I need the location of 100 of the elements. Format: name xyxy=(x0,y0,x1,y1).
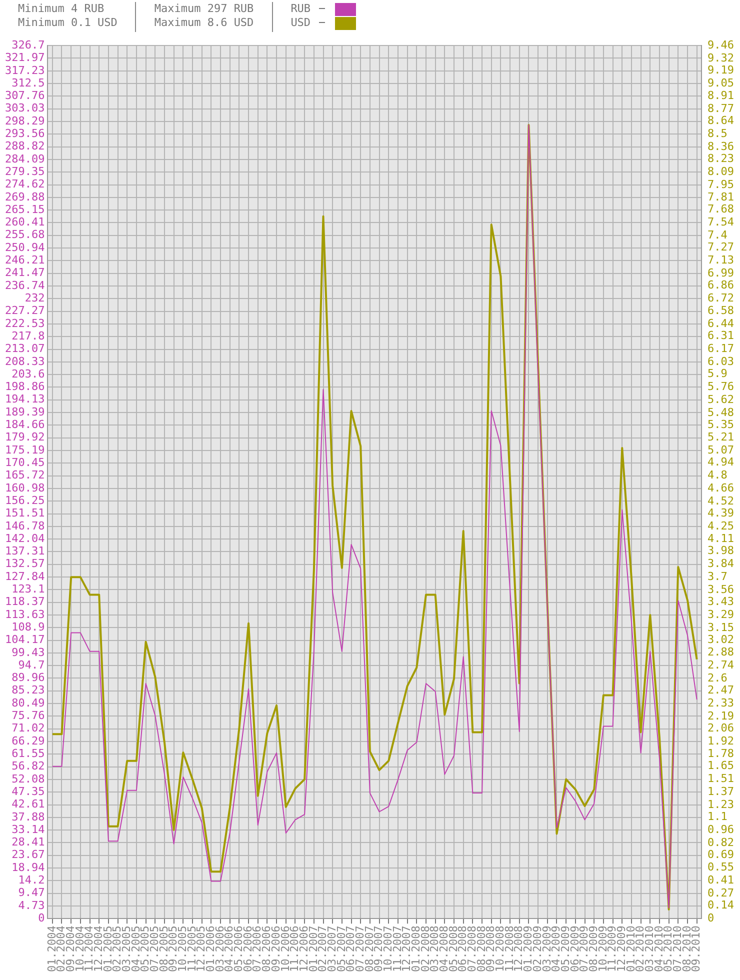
y2-tick-label: 6.86 xyxy=(708,278,734,292)
y-tick-label: 250.94 xyxy=(4,240,46,254)
x-tick-label: 12.2009 xyxy=(614,926,628,972)
y2-tick-label: 5.21 xyxy=(708,430,734,444)
y-tick-label: 66.29 xyxy=(12,734,45,748)
y2-tick-label: 9.05 xyxy=(708,76,734,90)
y-tick-label: 99.43 xyxy=(12,646,45,659)
y-tick-label: 123.1 xyxy=(12,582,45,596)
x-tick-label: 12.2004 xyxy=(92,925,105,972)
y-tick-label: 326.7 xyxy=(12,38,45,52)
y-tick-label: 47.35 xyxy=(12,784,45,798)
y2-tick-label: 0.69 xyxy=(708,848,734,861)
y2-tick-label: 8.09 xyxy=(708,164,734,178)
y-tick-label: 274.62 xyxy=(4,178,45,191)
legend-label: USD xyxy=(290,16,325,30)
y-tick-label: 127.84 xyxy=(4,570,46,583)
y-tick-label: 321.97 xyxy=(4,51,45,64)
y2-tick-label: 8.77 xyxy=(708,102,734,116)
y2-tick-label: 9.46 xyxy=(708,38,734,52)
y2-tick-label: 9.32 xyxy=(708,51,734,64)
y2-tick-label: 0 xyxy=(708,912,714,924)
y-tick-label: 194.13 xyxy=(4,392,45,406)
y2-tick-label: 7.95 xyxy=(708,178,734,191)
y-tick-label: 80.49 xyxy=(12,696,45,710)
y-tick-label: 132.57 xyxy=(4,557,45,570)
x-tick-label: 09.2006 xyxy=(269,926,282,972)
y-tick-label: 4.73 xyxy=(18,898,45,912)
y2-tick-label: 0.82 xyxy=(708,836,734,849)
y-tick-label: 298.29 xyxy=(4,114,45,128)
y2-tick-label: 3.43 xyxy=(708,594,734,608)
y2-tick-label: 5.07 xyxy=(708,444,734,457)
y-tick-label: 89.96 xyxy=(12,671,45,684)
y-tick-label: 52.08 xyxy=(12,772,45,786)
y-tick-label: 108.9 xyxy=(12,620,45,634)
y2-tick-label: 8.5 xyxy=(708,127,728,140)
y-tick-label: 14.2 xyxy=(18,874,45,887)
y-tick-label: 189.39 xyxy=(4,405,45,418)
x-tick-label: 07.2005 xyxy=(148,926,161,972)
y-tick-label: 227.27 xyxy=(4,304,45,318)
y2-tick-label: 0.14 xyxy=(708,898,734,912)
y2-tick-label: 1.78 xyxy=(708,747,734,760)
text: Maximum 297 RUB xyxy=(154,2,254,16)
y2-tick-label: 6.58 xyxy=(708,304,734,318)
x-tick-label: 07.2007 xyxy=(353,926,366,972)
y-tick-label: 222.53 xyxy=(4,316,45,330)
y-tick-label: 198.86 xyxy=(4,380,45,394)
y-tick-label: 303.03 xyxy=(4,102,45,115)
y-tick-label: 203.6 xyxy=(12,367,45,380)
y-tick-label: 175.19 xyxy=(4,443,45,456)
y-tick-label: 61.55 xyxy=(12,747,45,760)
y2-tick-label: 4.94 xyxy=(708,456,734,469)
y2-tick-label: 6.31 xyxy=(708,329,734,342)
y2-tick-label: 5.48 xyxy=(708,406,734,419)
y2-tick-label: 5.62 xyxy=(708,392,734,406)
y2-tick-label: 1.65 xyxy=(708,759,734,772)
y-tick-label: 255.68 xyxy=(4,228,45,242)
y-tick-label: 137.31 xyxy=(4,544,45,558)
y2-tick-label: 5.35 xyxy=(708,418,734,431)
y2-tick-label: 1.37 xyxy=(708,785,734,798)
y2-tick-label: 2.6 xyxy=(708,672,728,685)
y2-tick-label: 7.27 xyxy=(708,240,734,254)
x-tick-label: 12.2006 xyxy=(297,926,310,972)
x-tick-label: 10.2007 xyxy=(381,926,394,972)
y-tick-label: 146.78 xyxy=(4,519,45,532)
y2-tick-label: 6.44 xyxy=(708,317,734,330)
y2-tick-label: 2.06 xyxy=(708,721,734,734)
y2-tick-label: 7.4 xyxy=(708,228,728,242)
x-tick-label: 03.2007 xyxy=(325,926,338,972)
y2-tick-label: 3.02 xyxy=(708,632,734,646)
x-tick-label: 03.2005 xyxy=(120,926,133,972)
y-tick-label: 279.35 xyxy=(4,164,45,178)
y2-tick-label: 2.88 xyxy=(708,646,734,659)
y-tick-label: 28.41 xyxy=(12,836,45,849)
y2-tick-label: 3.56 xyxy=(708,582,734,596)
y2-tick-label: 0.41 xyxy=(708,874,734,887)
x-tick-label: 09.2004 xyxy=(64,925,77,972)
y2-tick-label: 8.91 xyxy=(708,89,734,102)
y2-tick-label: 1.1 xyxy=(708,810,728,823)
y-tick-label: 104.17 xyxy=(4,633,45,646)
y2-tick-label: 4.8 xyxy=(708,468,728,482)
y2-tick-label: 9.19 xyxy=(708,63,734,76)
y2-tick-label: 4.39 xyxy=(708,506,734,520)
y2-tick-label: 3.98 xyxy=(708,544,734,558)
y-tick-label: 179.92 xyxy=(4,430,45,444)
y2-tick-label: 7.54 xyxy=(708,216,734,229)
text: Minimum 0.1 USD xyxy=(18,16,118,30)
y-tick-label: 23.67 xyxy=(12,848,45,862)
y2-tick-label: 5.76 xyxy=(708,380,734,393)
y2-tick-label: 1.51 xyxy=(708,772,734,786)
y-tick-label: 265.15 xyxy=(4,202,45,216)
legend-label: RUB xyxy=(290,2,325,16)
y-tick-label: 156.25 xyxy=(4,494,45,507)
y2-tick-label: 6.72 xyxy=(708,291,734,304)
y-tick-label: 33.14 xyxy=(12,822,46,836)
y-tick-label: 184.66 xyxy=(4,418,45,432)
y2-tick-label: 3.29 xyxy=(708,608,734,621)
y2-tick-label: 7.81 xyxy=(708,190,734,204)
y2-tick-label: 2.74 xyxy=(708,658,734,672)
y-tick-label: 260.41 xyxy=(4,216,45,229)
y2-tick-label: 7.68 xyxy=(708,202,734,216)
